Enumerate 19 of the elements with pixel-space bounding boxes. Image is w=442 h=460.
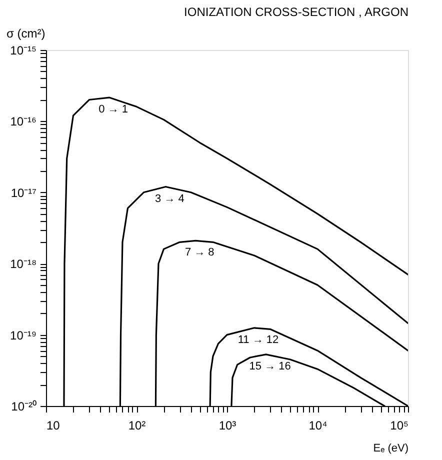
series-label: 3 → 4: [154, 192, 184, 205]
series-label: 7 → 8: [184, 246, 214, 259]
x-tick-label: 10³: [218, 418, 236, 432]
x-tick-label: 10²: [128, 418, 146, 432]
y-tick-label: 10⁻¹⁵: [10, 44, 37, 58]
x-axis-title: Eₑ (eV): [373, 442, 408, 454]
chart-title: IONIZATION CROSS-SECTION , ARGON: [184, 5, 408, 19]
y-tick-label: 10⁻¹⁷: [10, 186, 36, 200]
series-label: 15 → 16: [249, 360, 291, 372]
y-tick-label: 10⁻²⁰: [11, 400, 36, 414]
x-tick-label: 10⁴: [308, 418, 328, 432]
y-tick-label: 10⁻¹⁹: [10, 328, 36, 342]
y-tick-label: 10⁻¹⁶: [10, 114, 37, 129]
y-axis-title: σ (cm²): [6, 26, 46, 40]
x-tick-label: 10: [46, 418, 60, 432]
x-tick-label: 10⁵: [390, 418, 409, 432]
y-tick-label: 10⁻¹⁸: [10, 257, 36, 272]
series-label: 11 → 12: [238, 334, 279, 346]
series-label: 0 → 1: [98, 104, 128, 116]
